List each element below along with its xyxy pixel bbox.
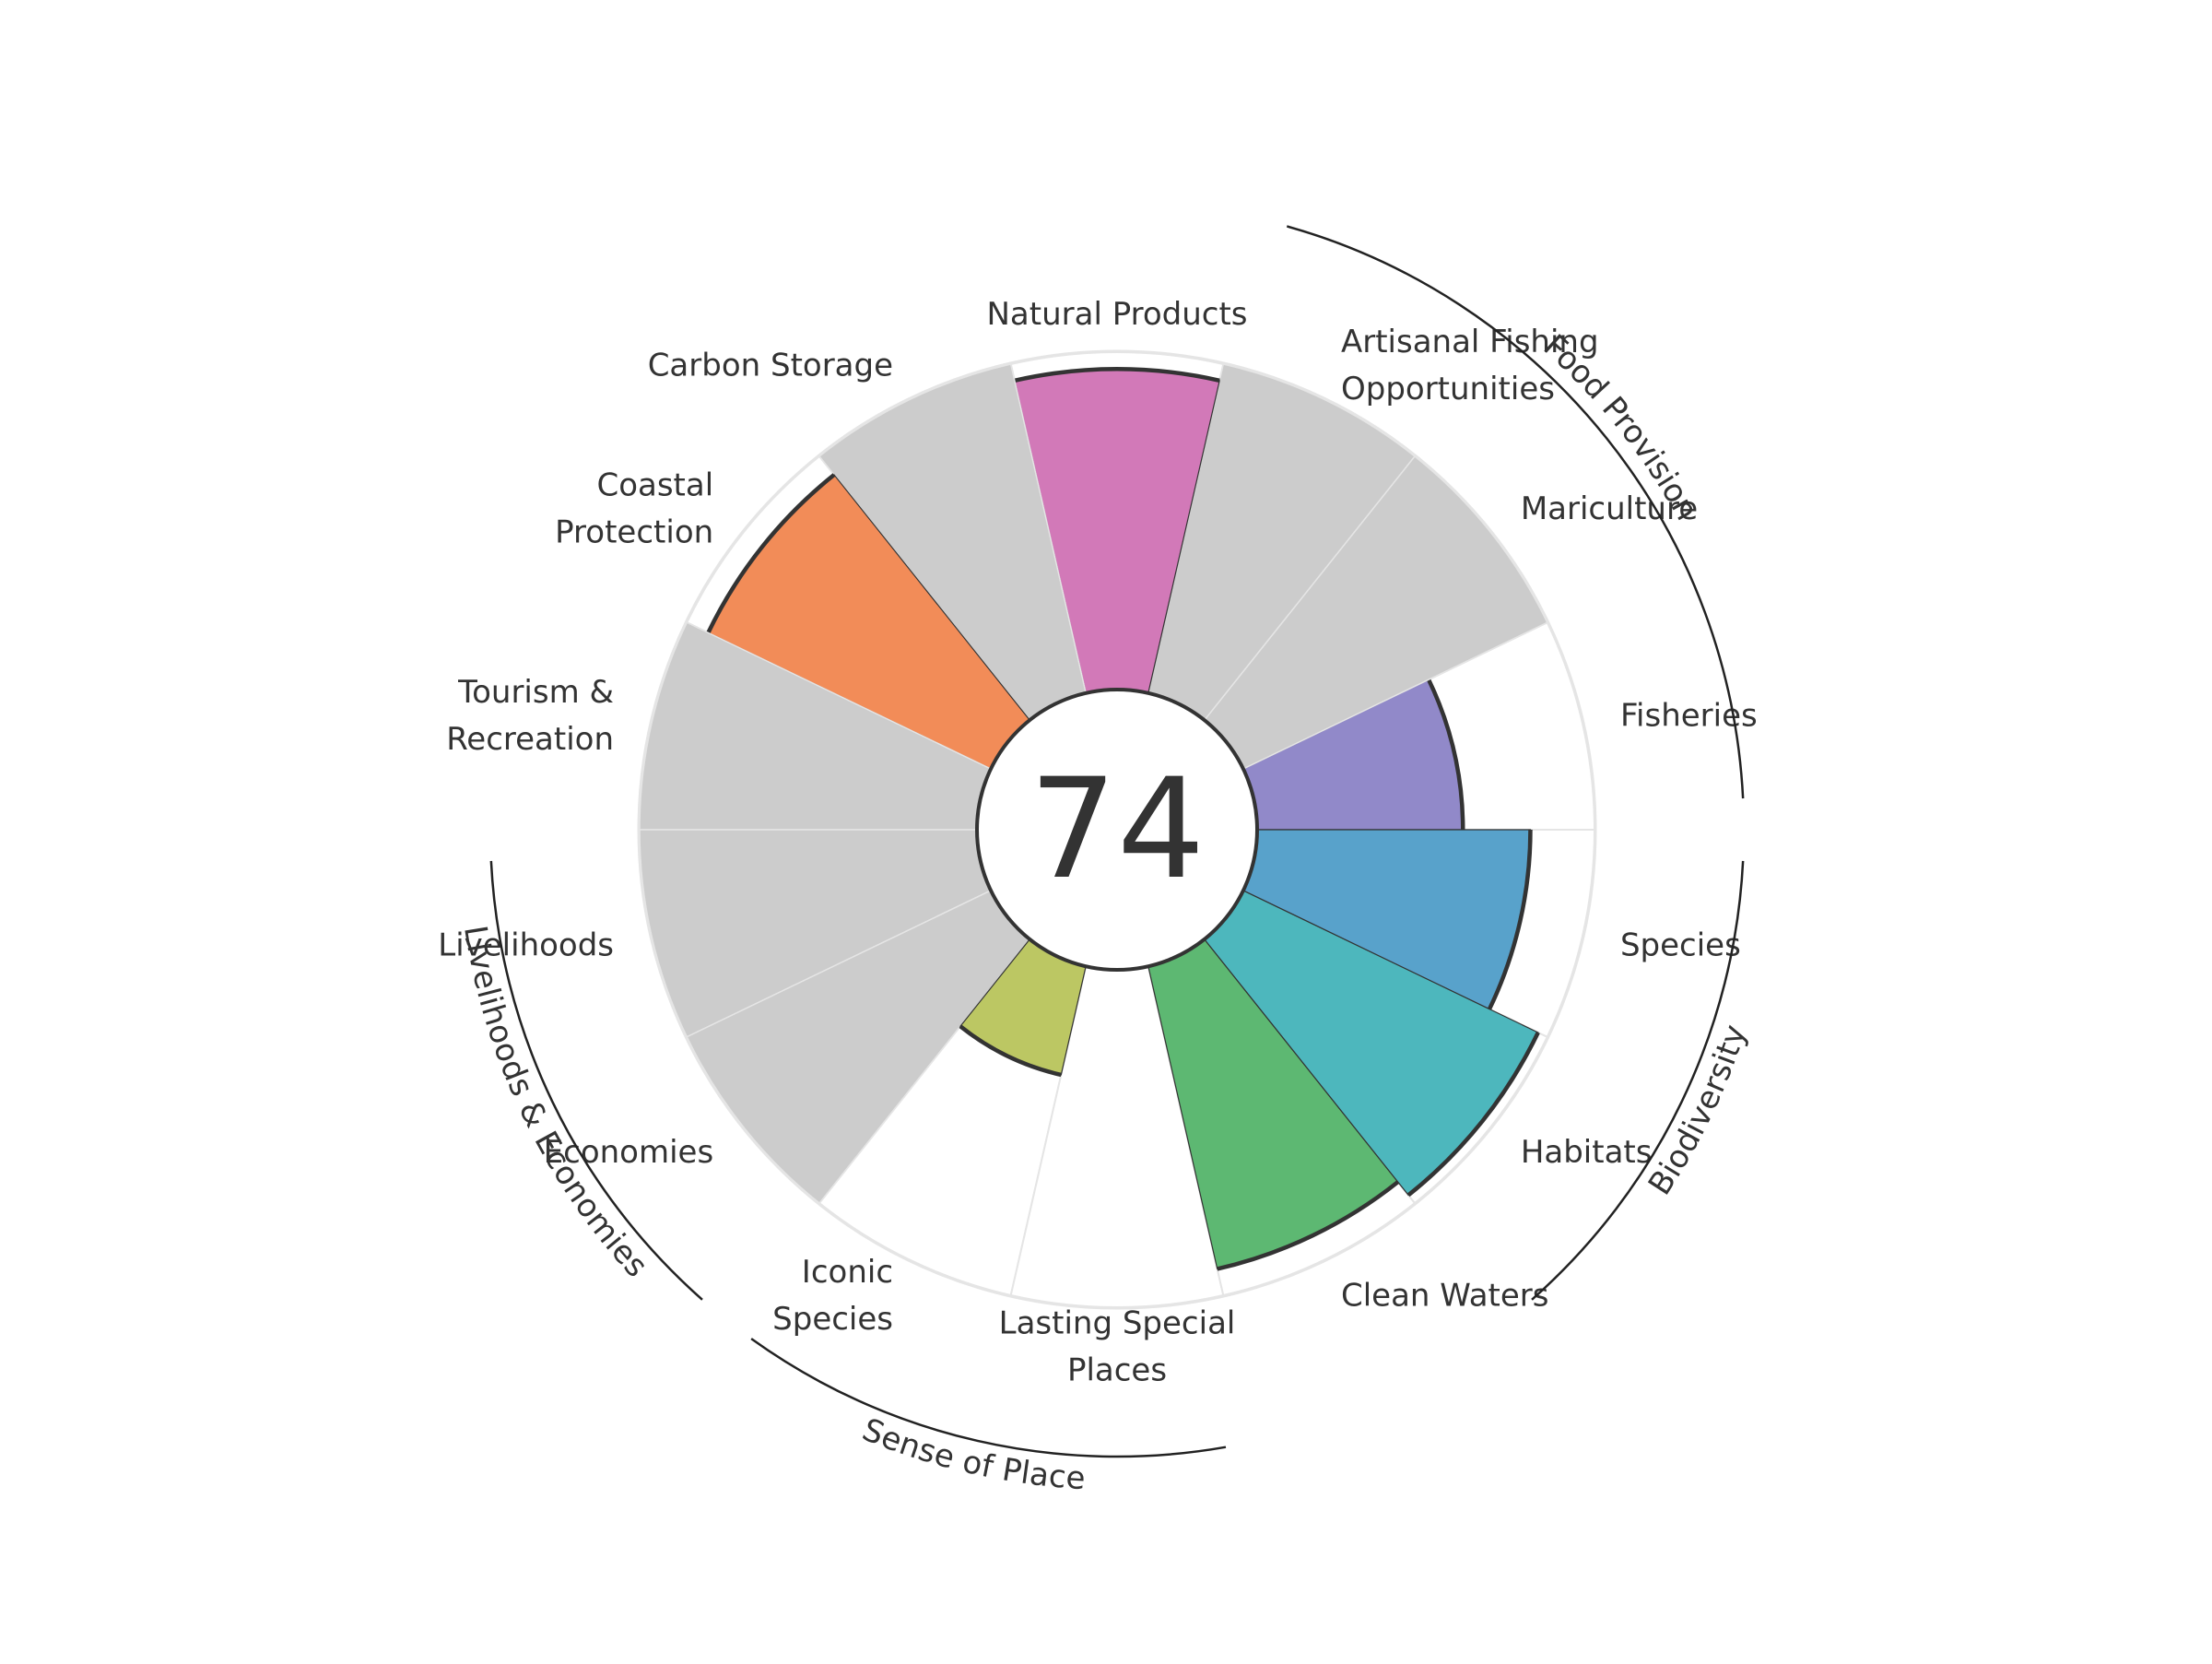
petal-bar-outline <box>1427 679 1465 831</box>
group-label: Biodiversity <box>1641 1021 1753 1202</box>
goal-label: Habitats <box>1521 1134 1653 1171</box>
goal-label: Tourism & Recreation <box>446 674 614 758</box>
group-arc <box>1286 225 1745 799</box>
group-arc <box>489 860 703 1301</box>
petal-bar-outline <box>1014 367 1220 384</box>
goal-label: Carbon Storage <box>648 347 893 384</box>
center-circle <box>975 688 1259 972</box>
group-arc <box>1531 860 1745 1301</box>
goal-label: Livelihoods <box>438 927 614 964</box>
goal-label: Species <box>1620 927 1741 964</box>
petal-bar-outline <box>959 1024 1062 1078</box>
group-arc <box>750 1338 1227 1458</box>
goal-label: Lasting Special Places <box>999 1305 1236 1389</box>
petal-bar-outline <box>1488 829 1533 1010</box>
petal-bar-outline <box>706 473 836 634</box>
group-label: Livelihoods & Economies <box>456 923 654 1284</box>
goal-label: Iconic Species <box>772 1254 893 1338</box>
goal-label: Artisanal Fishing Opportunities <box>1341 324 1599 407</box>
labels-layer: Fisheries Mariculture Artisanal Fishing Opp… <box>438 296 1757 1389</box>
goal-label: Natural Products <box>986 296 1247 333</box>
goal-label: Fisheries <box>1620 697 1758 734</box>
bars-layer <box>639 363 1548 1271</box>
goal-label: Coastal Protection <box>555 466 713 550</box>
overall-score: 74 <box>1030 749 1206 910</box>
petal-bar-outline <box>1406 1032 1540 1198</box>
petal-bar-outline <box>1217 1180 1400 1271</box>
goal-label: Clean Waters <box>1341 1278 1549 1315</box>
goal-label: Mariculture <box>1521 490 1698 527</box>
